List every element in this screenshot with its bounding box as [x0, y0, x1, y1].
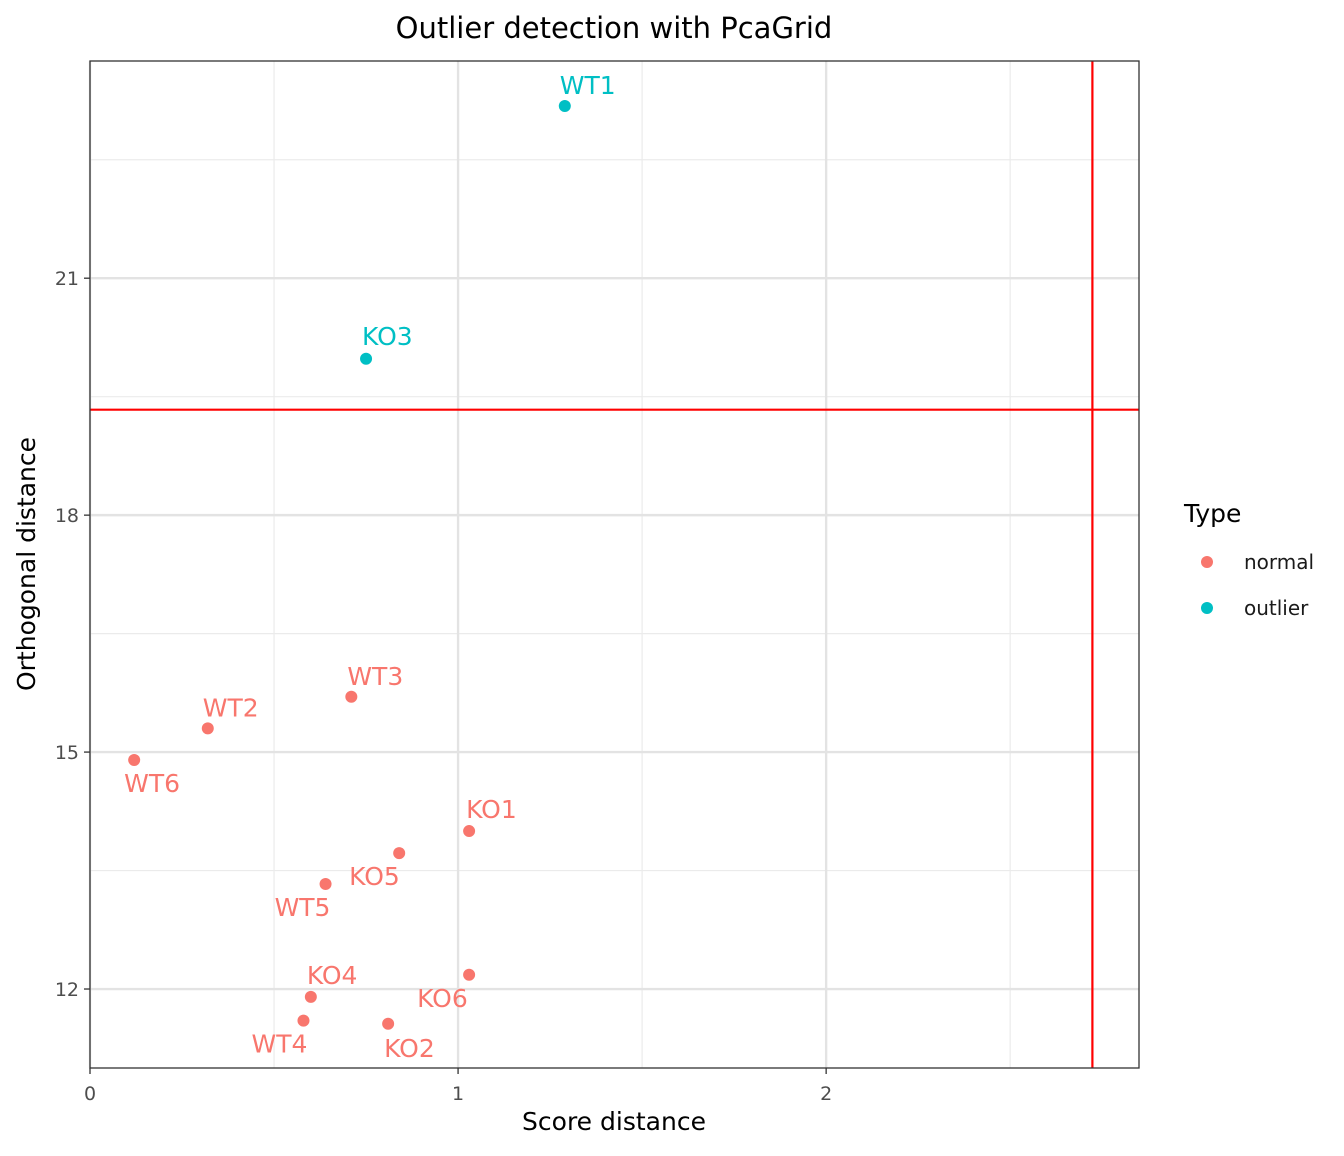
point-label-wt6: WT6 [124, 769, 180, 798]
chart-title: Outlier detection with PcaGrid [396, 11, 833, 45]
point-label-ko6: KO6 [417, 984, 468, 1013]
point-wt2 [201, 722, 214, 735]
point-ko2 [382, 1017, 395, 1030]
x-axis-tick-label: 1 [452, 1083, 464, 1105]
point-wt1 [558, 100, 571, 113]
legend: Type normal outlier [1183, 499, 1314, 620]
point-label-wt1: WT1 [560, 71, 616, 100]
y-axis-title: Orthogonal distance [12, 437, 41, 691]
point-label-ko1: KO1 [466, 795, 517, 824]
point-label-wt3: WT3 [347, 662, 403, 691]
legend-key-outlier [1201, 602, 1213, 614]
point-ko3 [360, 352, 373, 365]
point-ko6 [463, 968, 476, 981]
cutoff-lines [90, 61, 1139, 1068]
data-points [128, 100, 571, 1030]
point-label-wt4: WT4 [251, 1030, 307, 1059]
y-axis-tick-label: 15 [55, 742, 79, 764]
point-label-wt5: WT5 [275, 893, 331, 922]
point-ko1 [463, 825, 476, 838]
point-label-ko3: KO3 [362, 322, 413, 351]
point-label-ko2: KO2 [384, 1034, 435, 1063]
legend-label-outlier: outlier [1244, 596, 1309, 620]
plot-panel-border [89, 60, 1140, 1069]
point-label-ko4: KO4 [307, 961, 358, 990]
x-axis-tick-label: 0 [84, 1083, 96, 1105]
point-labels: WT2 WT3 WT6 KO1 KO5 WT5 KO6 KO4 WT4 KO2 WT1 KO3 [124, 71, 616, 1063]
point-wt6 [128, 753, 141, 766]
legend-key-normal [1201, 556, 1213, 568]
point-wt5 [319, 877, 332, 890]
point-ko5 [393, 847, 406, 860]
point-wt3 [345, 690, 358, 703]
y-axis-tick-label: 21 [55, 268, 79, 290]
point-label-ko5: KO5 [349, 862, 400, 891]
x-axis-title: Score distance [522, 1107, 706, 1136]
y-axis-tick-label: 12 [55, 979, 79, 1001]
legend-title: Type [1183, 499, 1241, 528]
y-axis-tick-label: 18 [55, 505, 79, 527]
point-wt4 [297, 1014, 310, 1027]
legend-label-normal: normal [1244, 550, 1314, 574]
grid-lines [88, 61, 1139, 1068]
point-ko4 [304, 990, 317, 1003]
x-axis-tick-label: 2 [820, 1083, 832, 1105]
point-label-wt2: WT2 [203, 693, 259, 722]
